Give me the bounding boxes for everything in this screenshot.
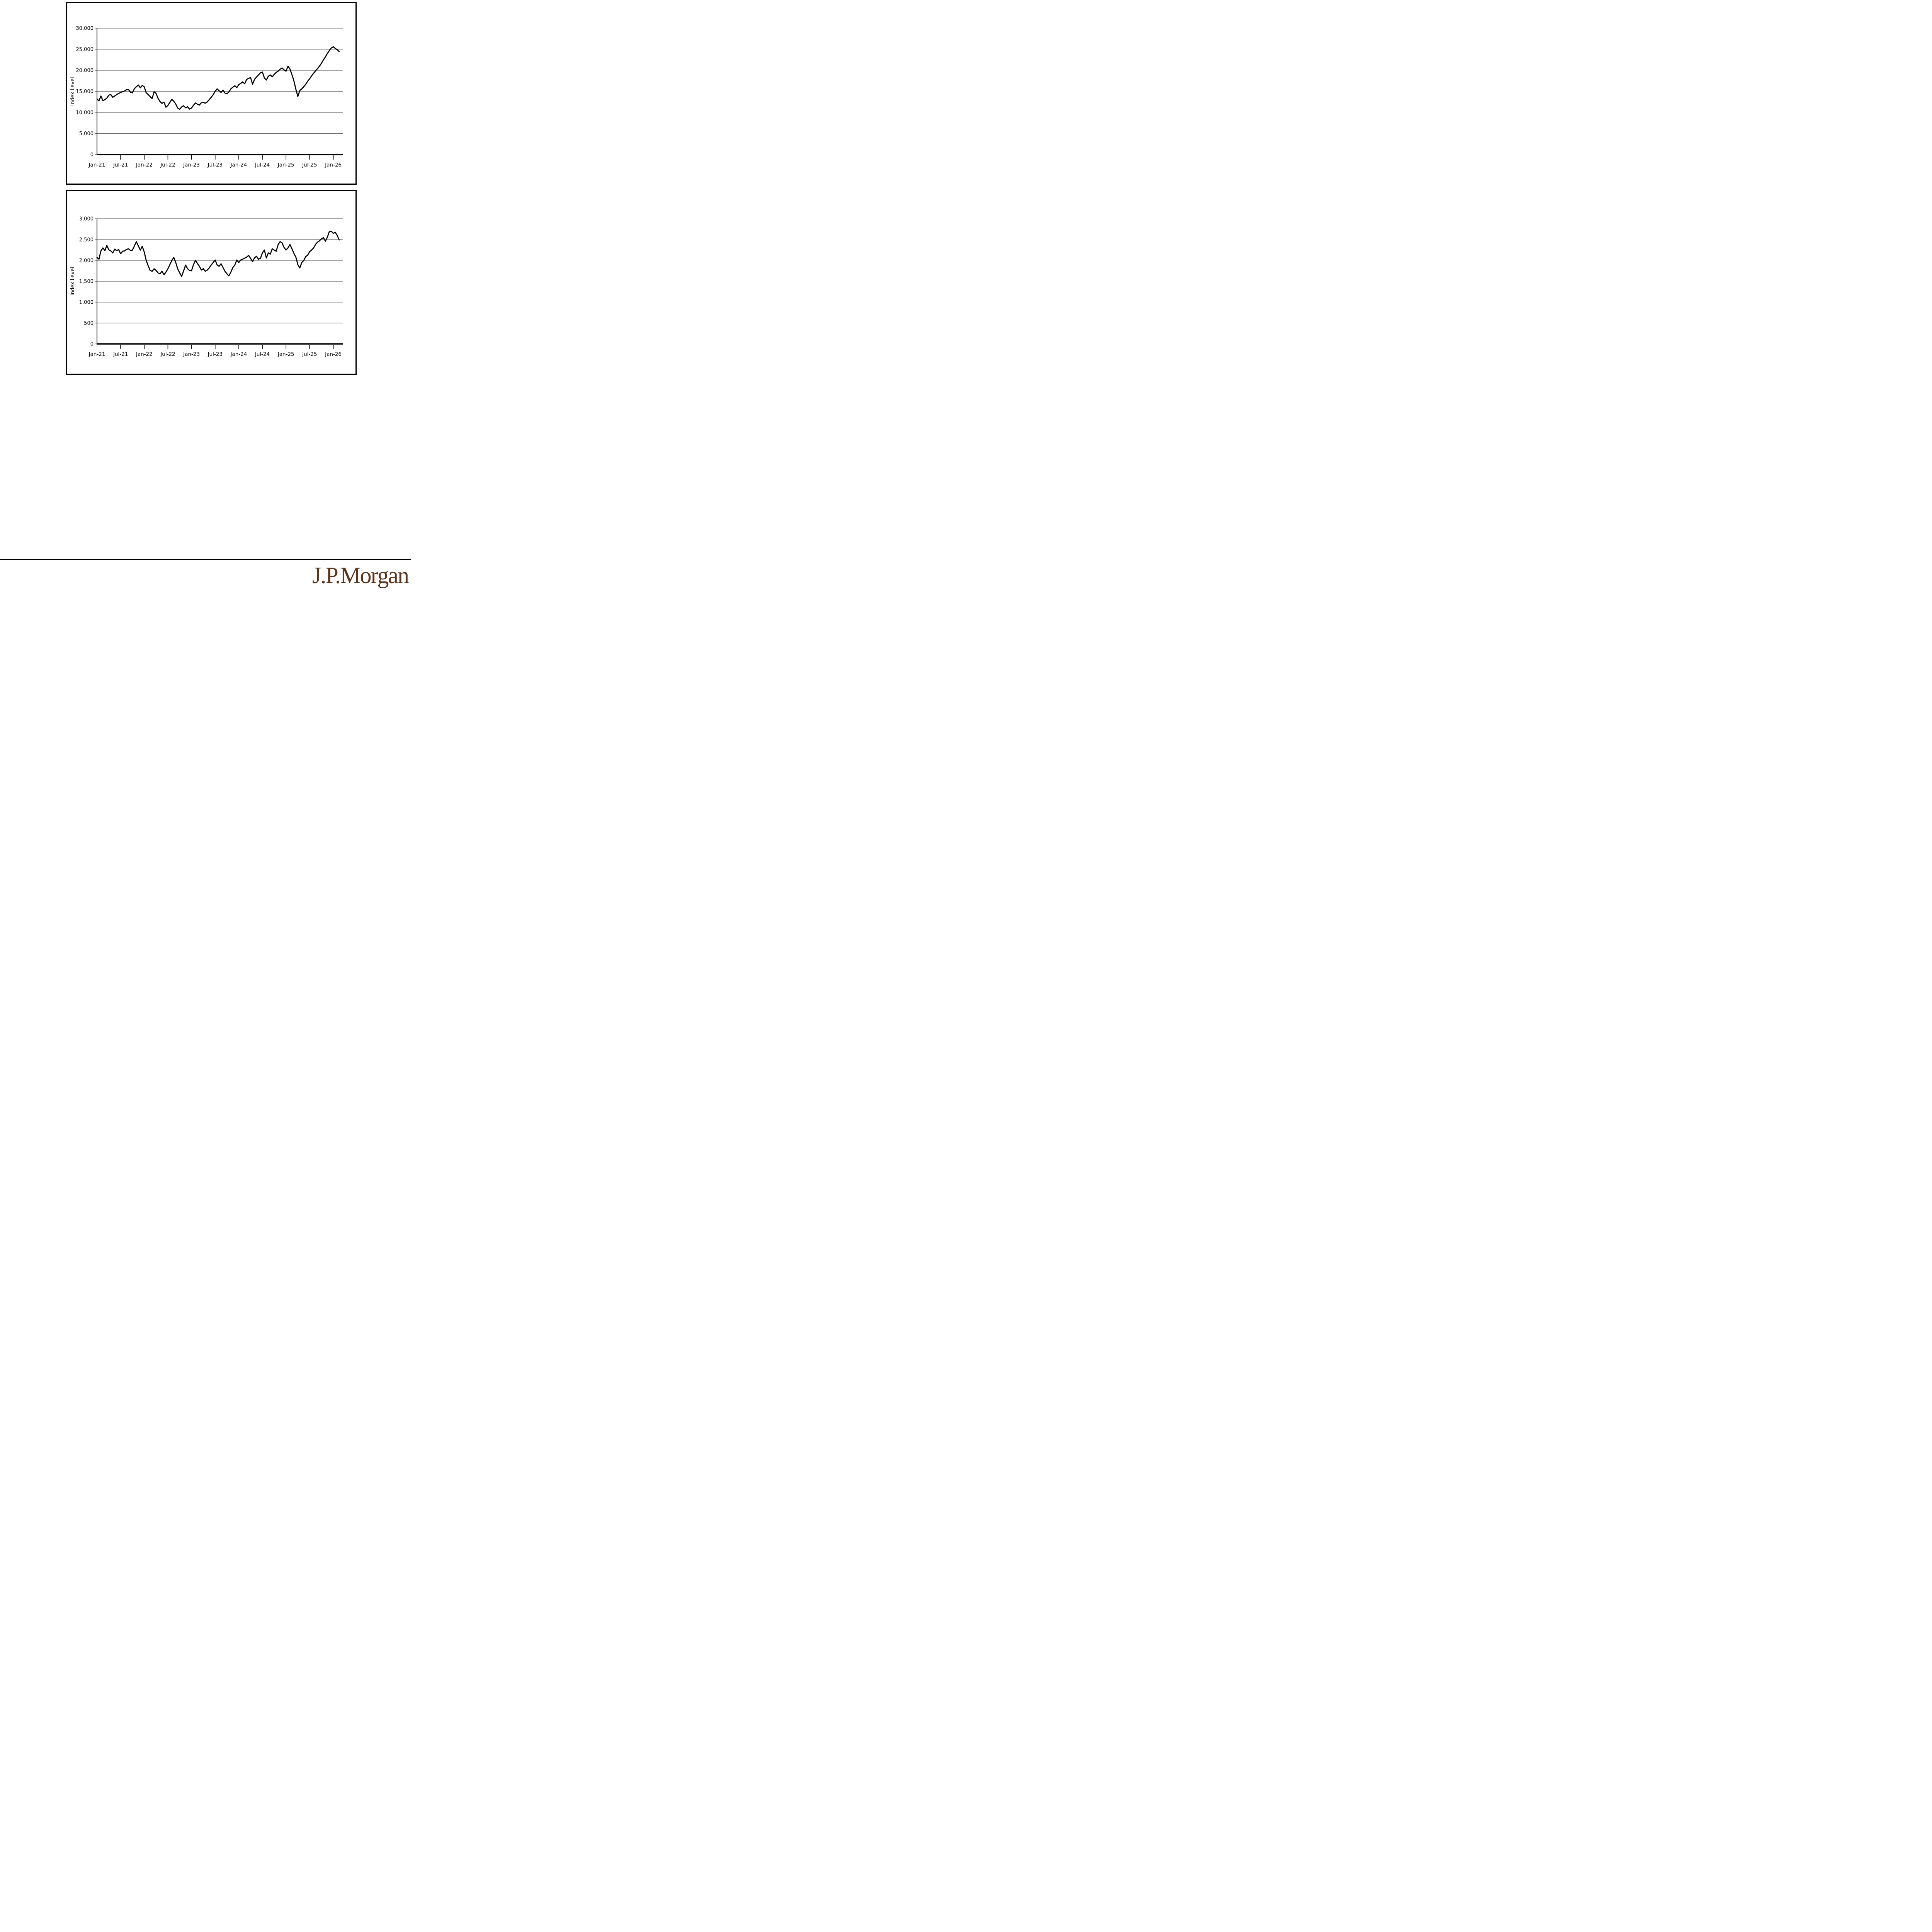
y-tick-label: 15,000 [76,89,94,95]
y-tick-label: 5,000 [79,131,94,137]
x-tick-label: Jan-25 [277,351,294,357]
x-tick-label: Jul-25 [302,351,317,357]
y-tick-label: 20,000 [76,68,94,74]
x-tick-label: Jan-23 [183,162,200,168]
x-tick-label: Jan-26 [325,162,342,168]
y-tick-label: 25,000 [76,47,94,53]
x-tick-label: Jul-21 [113,162,128,168]
index-level-chart-1: 0 5,000 10,000 15,000 20,000 25,000 30,000 Jan-… [70,26,343,168]
y-tick-label: 3,000 [79,216,94,222]
index-line-series [96,231,340,277]
x-tick-label: Jul-22 [160,351,175,357]
y-axis-title: Index Level [70,267,76,296]
y-tick-label: 0 [90,342,94,347]
x-tick-label: Jan-21 [88,351,105,357]
jpmorgan-logo: J.P.Morgan [312,563,409,588]
x-tick-label: Jul-23 [207,162,223,168]
x-tick-label: Jul-25 [302,162,317,168]
y-tick-label: 10,000 [76,110,94,116]
x-tick-label: Jan-22 [136,351,153,357]
y-tick-label: 0 [90,152,94,158]
x-tick-label: Jul-23 [207,351,223,357]
y-tick-label: 500 [84,321,94,327]
x-tick-label: Jan-22 [136,162,153,168]
y-axis-title: Index Level [70,77,76,105]
y-tick-label: 2,000 [79,258,94,264]
y-tick-label: 1,000 [79,300,94,306]
x-tick-label: Jan-24 [230,162,247,168]
y-tick-label: 30,000 [76,26,94,32]
x-tick-label: Jan-23 [183,351,200,357]
x-tick-label: Jan-25 [277,162,294,168]
index-line-series [96,46,340,110]
x-tick-label: Jul-24 [255,162,270,168]
x-tick-label: Jul-24 [255,351,270,357]
x-tick-label: Jul-22 [160,162,175,168]
x-tick-label: Jan-21 [88,162,105,168]
document-page: 0 5,000 10,000 15,000 20,000 25,000 30,000 Jan-… [0,0,412,591]
y-tick-label: 1,500 [79,279,94,285]
footer-divider [0,559,411,560]
x-tick-label: Jan-26 [325,351,342,357]
x-tick-label: Jul-21 [113,351,128,357]
index-level-chart-2: 0 500 1,000 1,500 2,000 2,500 3,000 Jan-21 Jul-2… [70,216,343,357]
x-tick-label: Jan-24 [230,351,247,357]
y-tick-label: 2,500 [79,237,94,243]
